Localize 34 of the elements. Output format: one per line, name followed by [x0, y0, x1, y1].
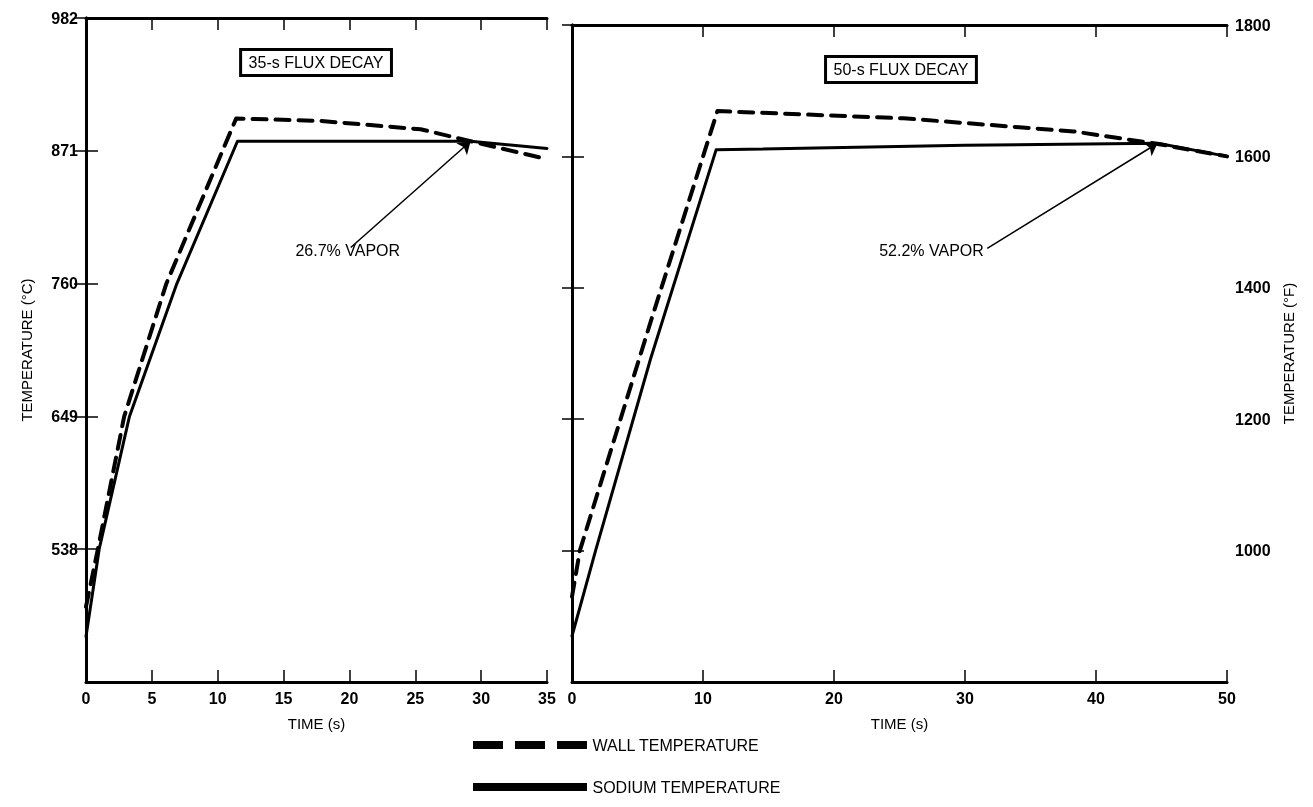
legend-label: SODIUM TEMPERATURE [592, 778, 781, 796]
text: 35-s FLUX DECAY [248, 54, 384, 71]
y-tick-label: 1000 [1235, 542, 1271, 560]
x-tick-label: 15 [274, 689, 293, 707]
y-axis-title: TEMPERATURE (°C) [18, 278, 35, 422]
y-tick-label: 871 [51, 142, 79, 160]
legend-label: WALL TEMPERATURE [592, 736, 759, 754]
y-axis-title: TEMPERATURE (°F) [1280, 282, 1298, 425]
x-tick-label: 30 [472, 689, 491, 707]
x-tick-label: 50 [1218, 689, 1236, 707]
y-tick-label: 538 [51, 540, 79, 558]
x-tick-label: 10 [694, 689, 712, 707]
annotation: 26.7% VAPOR [295, 241, 401, 259]
x-tick-label: 0 [567, 689, 577, 707]
text: 50-s FLUX DECAY [833, 61, 969, 78]
x-axis-title: TIME (s) [870, 715, 929, 732]
annotation: 52.2% VAPOR [879, 241, 984, 259]
x-tick-label: 25 [406, 689, 425, 707]
y-tick-label: 1400 [1235, 279, 1271, 297]
x-tick-label: 20 [825, 689, 843, 707]
x-tick-label: 30 [956, 689, 974, 707]
y-tick-label: 649 [51, 407, 79, 425]
x-tick-label: 40 [1087, 689, 1105, 707]
y-tick-label: 1800 [1235, 16, 1271, 34]
x-axis-title: TIME (s) [287, 715, 346, 732]
y-tick-label: 1600 [1235, 147, 1271, 165]
x-tick-label: 35 [538, 689, 556, 707]
x-tick-label: 20 [340, 689, 359, 707]
y-tick-label: 1200 [1235, 410, 1271, 428]
y-tick-label: 982 [51, 9, 79, 27]
x-tick-label: 10 [208, 689, 227, 707]
x-tick-label: 0 [81, 689, 91, 707]
x-tick-label: 5 [147, 689, 157, 707]
y-tick-label: 760 [51, 275, 79, 293]
